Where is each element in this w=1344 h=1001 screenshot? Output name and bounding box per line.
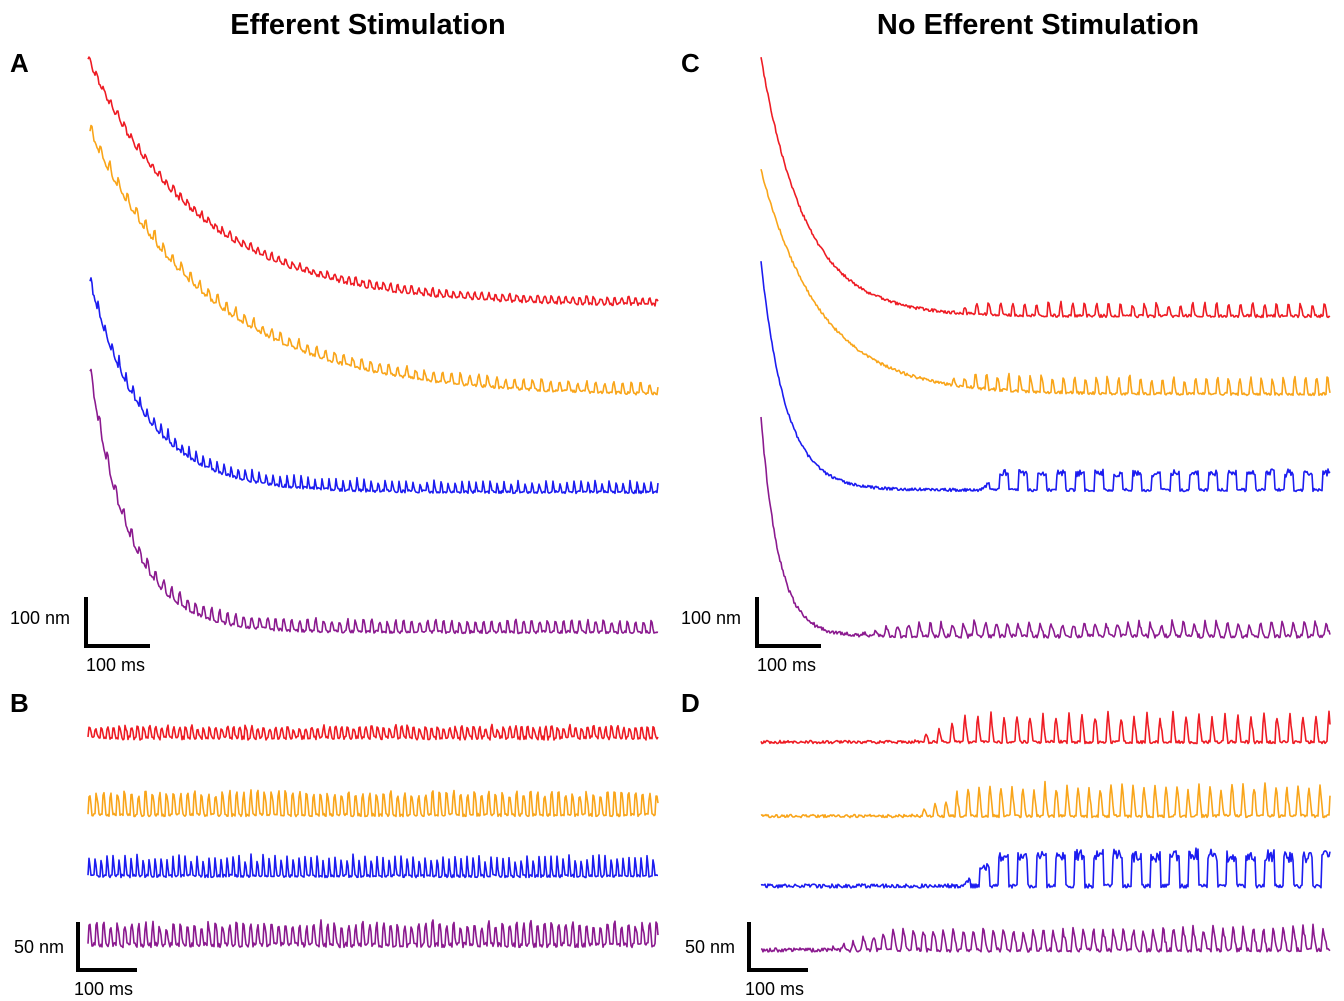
trace-d-purple	[760, 923, 1331, 953]
scale-label-d-y: 50 nm	[685, 937, 735, 957]
column-title-left: Efferent Stimulation	[230, 9, 506, 41]
panel-c	[760, 57, 1331, 639]
panel-d	[760, 710, 1331, 953]
scale-label-a-y: 100 nm	[10, 608, 70, 628]
trace-c-orange	[760, 168, 1331, 397]
trace-b-orange	[87, 789, 659, 818]
panel-a	[87, 56, 659, 635]
trace-b-purple	[87, 919, 659, 949]
panel-letter-c: C	[681, 48, 700, 78]
scale-bar-b	[76, 922, 137, 972]
trace-a-purple	[89, 368, 659, 635]
trace-a-orange	[89, 124, 659, 396]
trace-c-blue	[760, 261, 1331, 493]
scale-label-b-x: 100 ms	[74, 979, 133, 999]
trace-d-orange	[760, 780, 1331, 819]
trace-d-red	[760, 710, 1331, 745]
panel-letter-d: D	[681, 688, 700, 718]
panel-letter-b: B	[10, 688, 29, 718]
scale-bar-a	[84, 597, 150, 648]
panel-letter-a: A	[10, 48, 29, 78]
trace-a-red	[87, 56, 659, 307]
scale-bar-c	[755, 597, 821, 648]
scale-label-a-x: 100 ms	[86, 655, 145, 675]
scale-label-d-x: 100 ms	[745, 979, 804, 999]
scale-bar-d	[747, 922, 808, 972]
trace-a-blue	[89, 277, 659, 495]
scale-label-c-y: 100 nm	[681, 608, 741, 628]
trace-d-blue	[760, 847, 1331, 889]
trace-b-blue	[87, 853, 658, 879]
trace-c-purple	[760, 416, 1331, 639]
column-title-right: No Efferent Stimulation	[877, 9, 1199, 41]
scale-label-c-x: 100 ms	[757, 655, 816, 675]
scale-label-b-y: 50 nm	[14, 937, 64, 957]
trace-b-red	[87, 723, 659, 741]
panel-b	[87, 723, 659, 949]
trace-c-red	[760, 57, 1331, 319]
